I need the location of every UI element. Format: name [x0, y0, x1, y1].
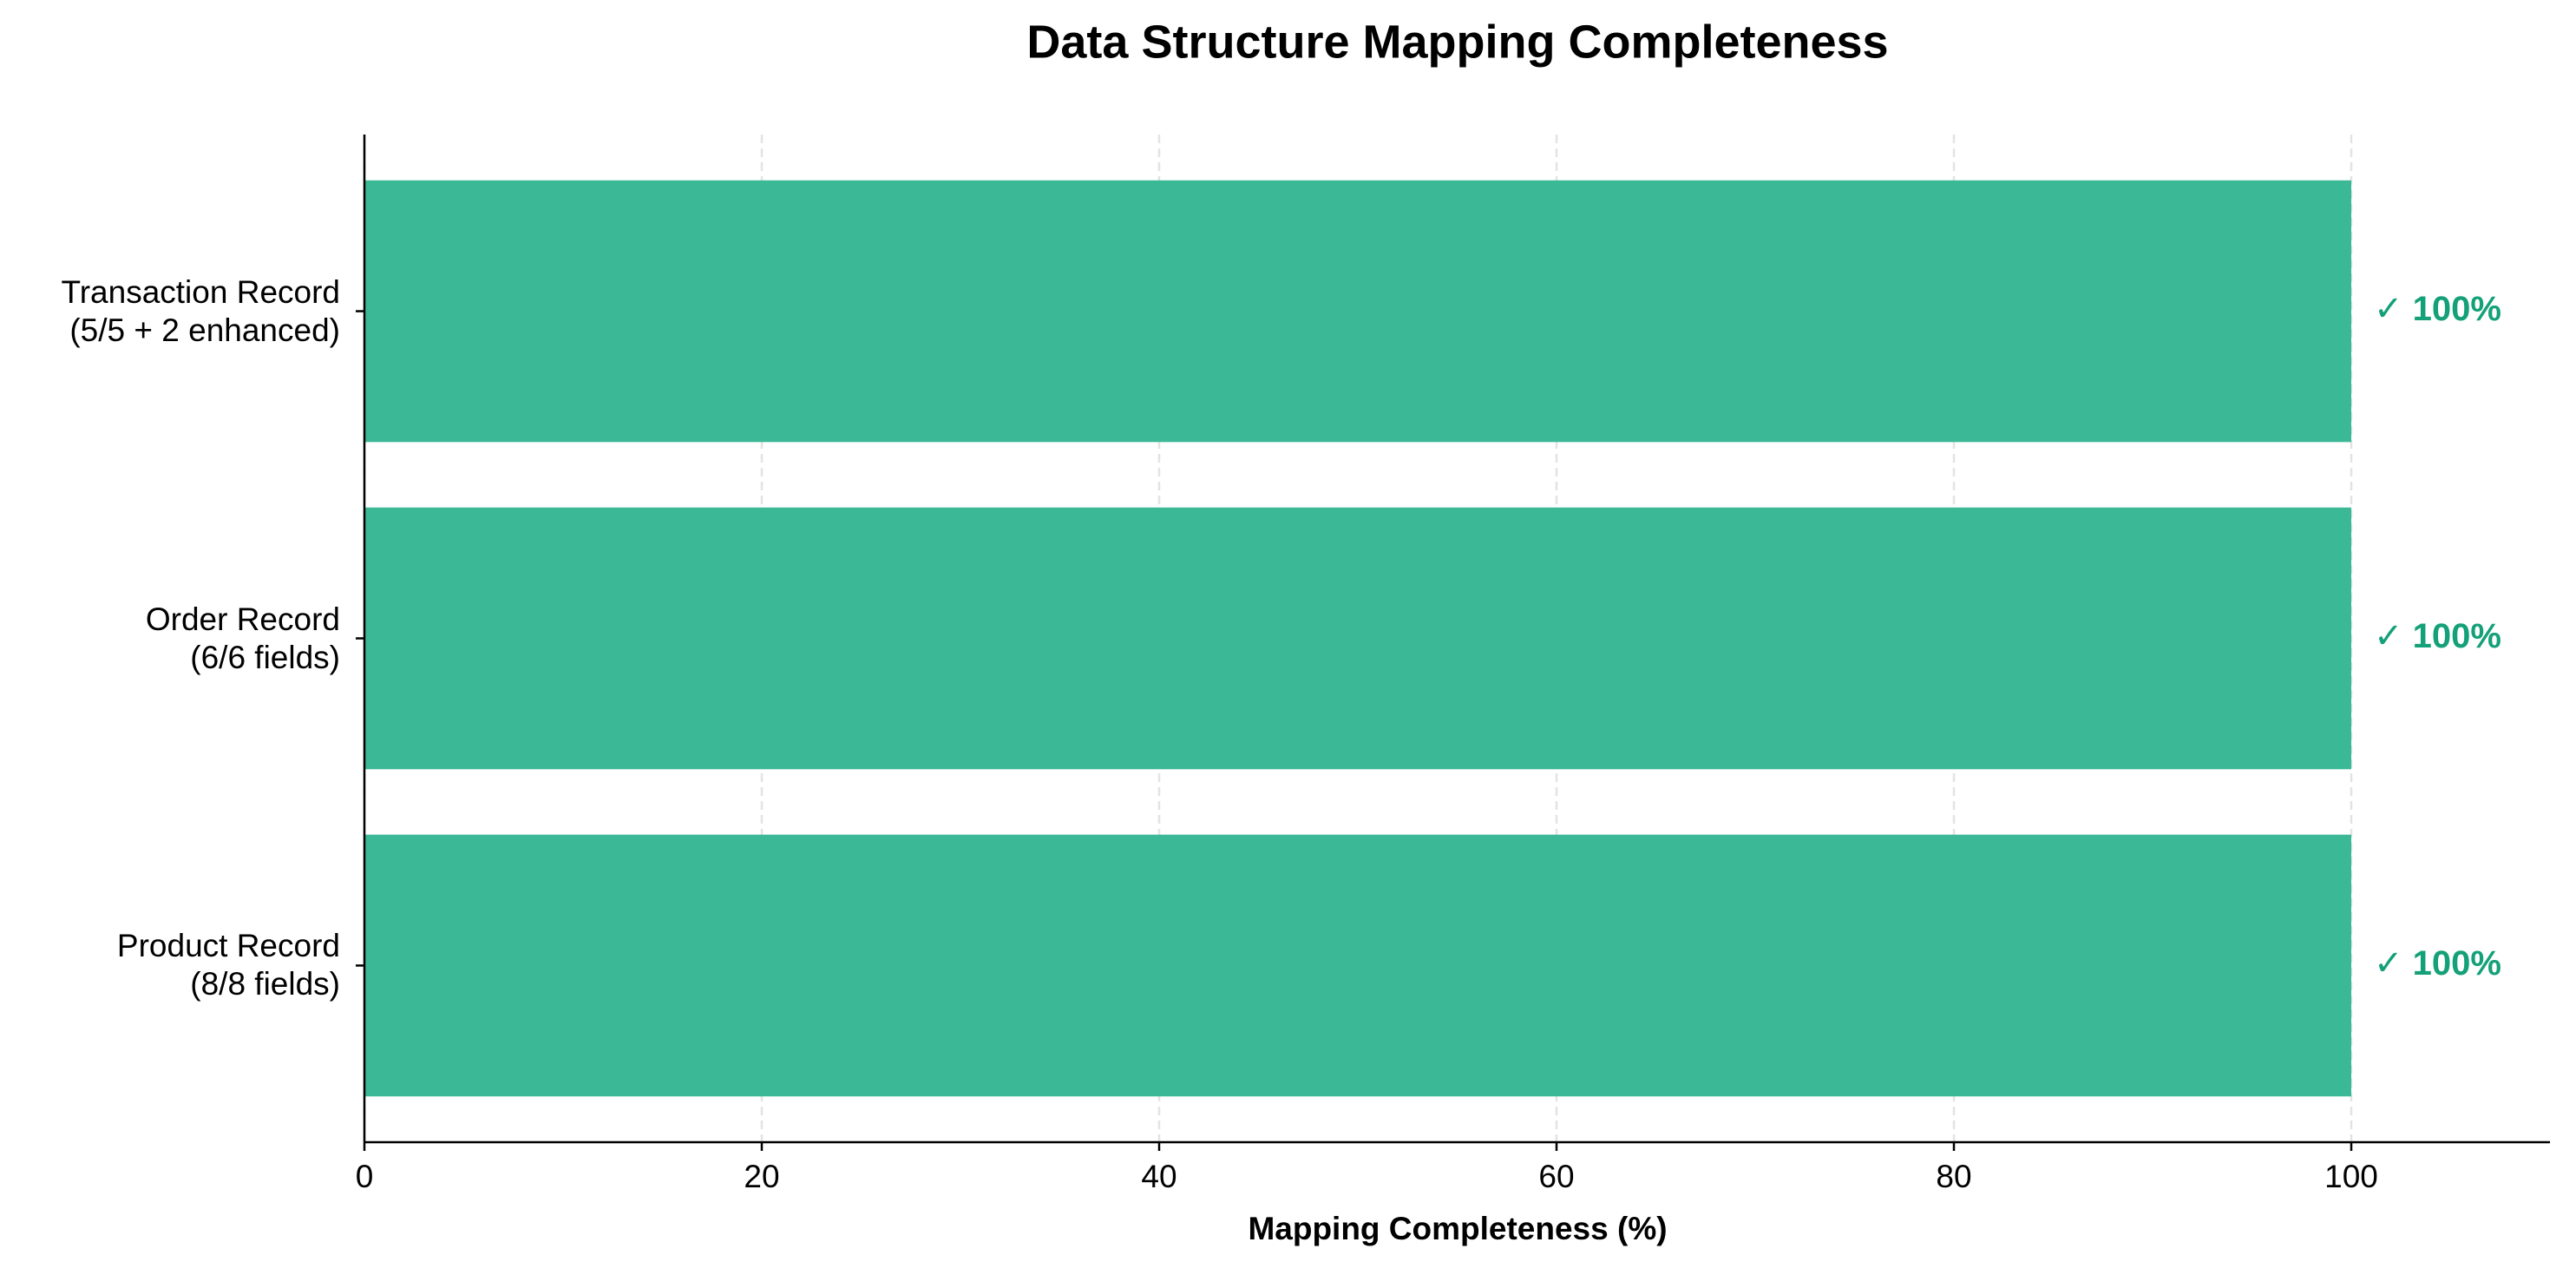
bar [364, 180, 2351, 443]
x-tick-label: 40 [1141, 1159, 1177, 1194]
y-tick-label: Order Record (6/6 fields) [145, 601, 340, 675]
x-tick-label: 0 [356, 1159, 374, 1194]
value-label: ✓ 100% [2374, 944, 2501, 983]
x-axis-label: Mapping Completeness (%) [1248, 1211, 1667, 1246]
value-label: ✓ 100% [2374, 617, 2501, 655]
y-tick-label: Transaction Record (5/5 + 2 enhanced) [61, 273, 341, 348]
x-tick-label: 100 [2324, 1159, 2378, 1194]
x-tick-label: 80 [1936, 1159, 1971, 1194]
x-tick-label: 60 [1538, 1159, 1574, 1194]
x-tick-label: 20 [744, 1159, 779, 1194]
bar [364, 834, 2351, 1097]
y-tick-label: Product Record (8/8 fields) [116, 928, 340, 1002]
chart-title: Data Structure Mapping Completeness [1026, 16, 1888, 68]
bar [364, 507, 2351, 770]
value-label: ✓ 100% [2374, 290, 2501, 328]
